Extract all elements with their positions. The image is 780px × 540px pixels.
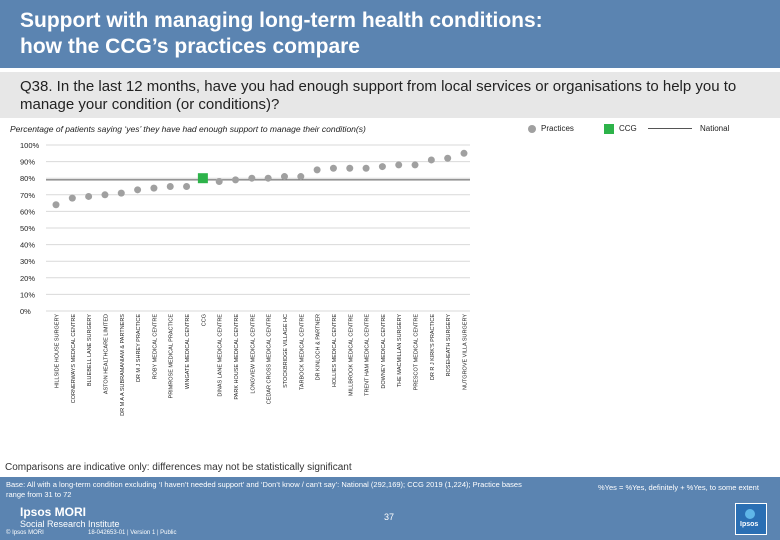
y-tick-label: 80% [20,174,35,183]
category-label: ASTON HEALTHCARE LIMITED [103,314,109,394]
y-tick-label: 30% [20,257,35,266]
practice-point [150,184,158,192]
category-label: MILLBROOK MEDICAL CENTRE [348,314,354,396]
base-note: Base: All with a long-term condition exc… [6,480,522,499]
chart-title: Percentage of patients saying ‘yes’ they… [10,124,366,134]
category-label: THE MACMILLAN SURGERY [397,314,403,388]
practice-point [297,173,305,181]
category-label: CEDAR CROSS MEDICAL CENTRE [267,314,273,405]
practice-point [427,156,435,164]
practice-point [248,174,256,182]
practice-point [362,164,370,172]
header-bar: Support with managing long-term health c… [0,0,780,68]
category-label: BLUEBELL LANE SURGERY [87,314,93,386]
category-label: ROSEHEATH SURGERY [446,314,452,377]
y-tick-label: 70% [20,191,35,200]
logo-icon [745,509,755,519]
ipsos-logo: Ipsos [735,503,767,535]
legend-ccg-marker [604,124,614,134]
category-label: CORNERWAYS MEDICAL CENTRE [71,314,77,404]
category-label: DR R J KIRK'S PRACTICE [430,314,436,380]
reference-code: 18-042653-01 | Version 1 | Public [88,530,177,536]
footer-bar: Base: All with a long-term condition exc… [0,477,780,540]
legend-practices-marker [528,125,536,133]
brand-tagline: Social Research Institute [20,519,120,529]
y-tick-label: 10% [20,290,35,299]
category-label: CCG [201,314,207,326]
category-label: DOWNEY MEDICAL CENTRE [381,314,387,389]
ccg-point [197,173,208,184]
category-label: TRENT HAM MEDICAL CENTRE [365,314,371,396]
practice-point [68,194,76,202]
chart-plot: 0% 10% 20% 30% 40% 50% 60% 70% 80% 90% 100% HILLSID… [20,141,470,416]
copyright: © Ipsos MORI [6,530,44,536]
category-label: TARBOCK MEDICAL CENTRE [299,314,305,390]
category-label: HILLSIDE HOUSE SURGERY [55,314,61,389]
legend-national-label: National [700,124,730,133]
practice-point [101,191,109,199]
yes-definition: %Yes = %Yes, definitely + %Yes, to some … [598,483,759,492]
practice-point [411,161,419,169]
practice-point [166,183,174,190]
practice-point [134,186,142,194]
legend-practices-label: Practices [541,124,574,133]
category-label: DR KINLOCH & PARTNER [316,314,322,380]
category-label: ROBY MEDICAL CENTRE [152,314,158,380]
category-label: DR M A A SUBRAMANIAM & PARTNERS [120,314,126,416]
legend-national-marker [648,128,692,129]
category-label: DINAS LANE MEDICAL CENTRE [218,314,224,397]
y-tick-label: 40% [20,241,35,250]
page-title: Support with managing long-term health c… [20,9,543,58]
category-label: DR M J SHREY PRACTICE [136,314,142,382]
y-tick-label: 60% [20,207,35,216]
legend-ccg-label: CCG [619,124,637,133]
practice-point [329,164,337,172]
category-label: PRESCOT MEDICAL CENTRE [414,314,420,391]
practice-point [395,161,403,169]
logo-word: Ipsos [740,521,759,528]
practice-point [85,192,93,200]
y-tick-label: 0% [20,307,31,316]
practice-point [264,174,272,182]
comparison-note: Comparisons are indicative only: differe… [5,462,352,473]
practice-point [346,164,354,172]
practice-point [215,178,223,186]
y-tick-label: 50% [20,224,35,233]
category-label: PARK HOUSE MEDICAL CENTRE [234,314,240,400]
y-tick-label: 100% [20,141,40,150]
question-text: Q38. In the last 12 months, have you had… [20,78,737,113]
category-label: WINGATE MEDICAL CENTRE [185,314,191,390]
practice-point [280,173,288,181]
brand-name: Ipsos MORI [20,505,87,519]
practice-point [232,176,240,184]
practice-point [52,201,60,209]
question-bar: Q38. In the last 12 months, have you had… [0,72,780,118]
category-label: NUTGROVE VILLA SURGERY [463,314,469,390]
category-label: LONGVIEW MEDICAL CENTRE [250,314,256,394]
y-tick-label: 90% [20,158,35,167]
y-tick-label: 20% [20,274,35,283]
practice-point [378,163,386,171]
page-number: 37 [384,512,395,522]
practice-point [117,189,125,197]
practice-point [313,166,321,174]
category-label: HOLLIES MEDICAL CENTRE [332,314,338,387]
practice-point [460,149,468,157]
category-label: STOCKBRIDGE VILLAGE HC [283,314,289,388]
practice-point [444,154,452,162]
category-label: PRIMROSE MEDICAL PRACTICE [169,314,175,399]
practice-point [183,183,191,190]
